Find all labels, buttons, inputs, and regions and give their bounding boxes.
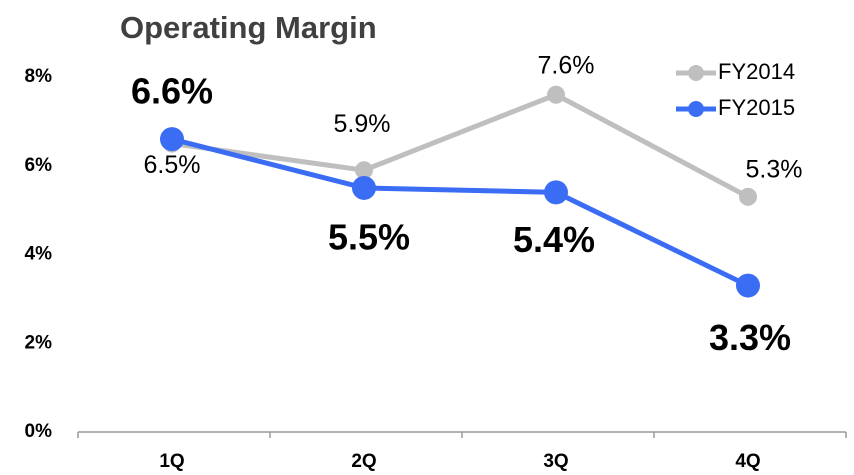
data-label: 5.3% [746, 155, 803, 183]
y-tick-label: 0% [25, 421, 53, 442]
chart-title: Operating Margin [120, 10, 377, 45]
legend-label: FY2015 [718, 95, 795, 120]
legend-label: FY2014 [718, 59, 795, 84]
data-label: 3.3% [709, 317, 791, 358]
y-tick-label: 2% [25, 332, 53, 353]
data-label: 7.6% [538, 51, 595, 79]
y-tick-label: 4% [25, 244, 53, 265]
y-tick-label: 8% [25, 66, 53, 87]
data-label: 6.6% [131, 71, 213, 112]
point [544, 180, 568, 205]
legend-marker [688, 101, 704, 117]
point [352, 175, 376, 200]
series-line [171, 136, 750, 288]
x-tick-label: 4Q [735, 451, 760, 472]
series-line [171, 92, 750, 200]
data-label: 5.9% [334, 110, 391, 138]
point [739, 187, 757, 206]
data-label: 6.5% [144, 151, 201, 179]
legend-marker [688, 65, 704, 81]
y-tick-label: 6% [25, 155, 53, 176]
x-tick-label: 1Q [159, 451, 184, 472]
data-label: 5.4% [513, 219, 595, 260]
data-label: 5.5% [328, 216, 410, 257]
x-tick-label: 2Q [351, 451, 376, 472]
point [355, 161, 373, 180]
point [160, 127, 184, 152]
point [547, 85, 565, 104]
point [736, 273, 760, 298]
x-tick-label: 3Q [543, 451, 568, 472]
